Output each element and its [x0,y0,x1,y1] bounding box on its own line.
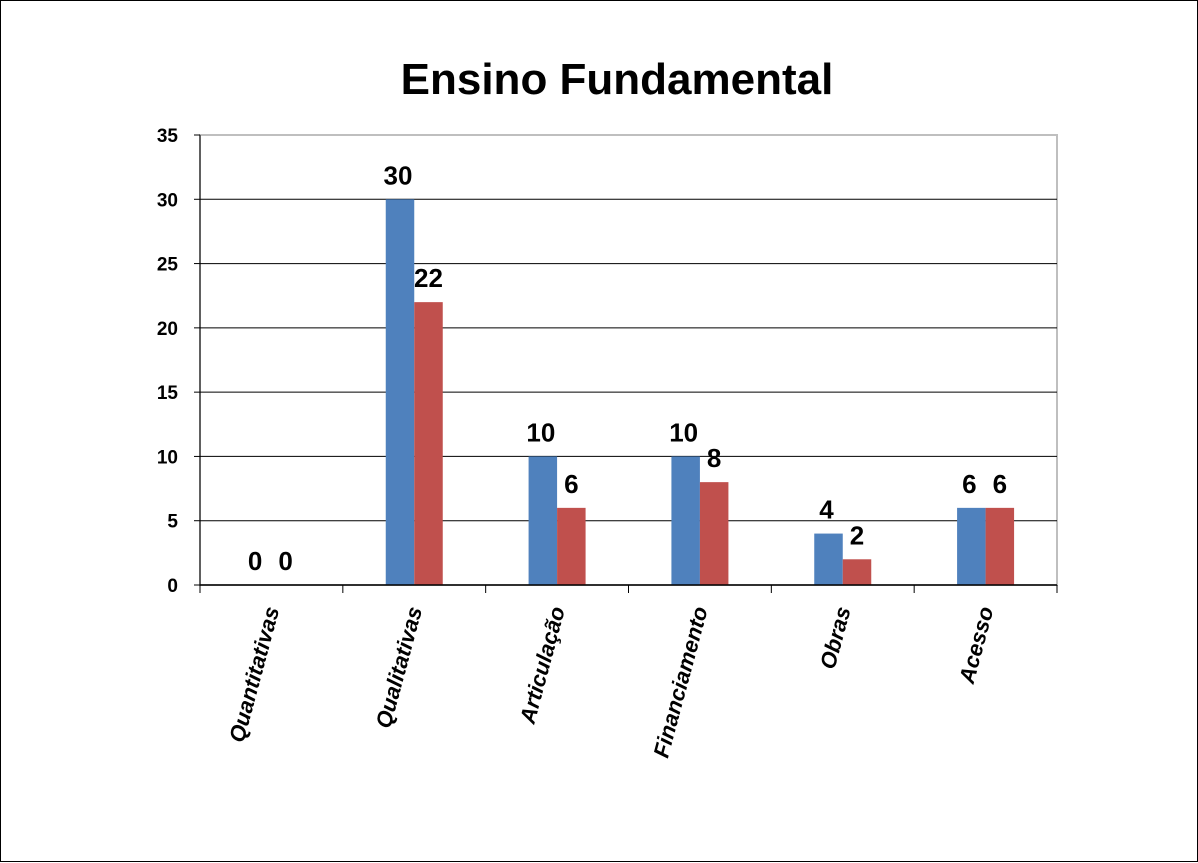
bar-series-1 [957,507,986,585]
data-label-series-2: 2 [850,520,864,550]
bars [385,199,1015,586]
x-tick-label: Quantitativas [224,604,284,745]
data-label-series-2: 22 [414,263,443,293]
bar-series-1 [385,199,415,586]
y-tick-label: 35 [157,126,179,147]
x-tick-label: Articulação [514,604,569,727]
x-tick-label: Financiamento [648,604,712,760]
x-tick-label: Obras [815,604,856,672]
data-label-series-1: 10 [669,417,698,447]
bar-series-1 [814,533,843,585]
plot-area-border [199,134,1058,586]
bar-series-1 [671,456,700,585]
data-label-series-1: 6 [962,469,976,499]
data-label-series-2: 6 [564,469,578,499]
gridlines [199,134,1058,586]
data-label-series-1: 30 [384,160,413,190]
data-label-series-1: 0 [248,546,262,576]
chart-title: Ensino Fundamental [401,55,834,104]
data-label-series-1: 4 [819,495,834,525]
data-label-series-2: 8 [707,443,721,473]
y-tick-label: 10 [157,447,178,468]
data-label-series-2: 0 [278,546,292,576]
x-tick-label: Acesso [954,604,999,687]
bar-series-2 [699,482,729,585]
x-tick-label: Qualitativas [371,604,427,731]
y-tick-label: 15 [157,383,179,404]
data-label-series-2: 6 [993,469,1007,499]
y-tick-label: 20 [157,319,178,340]
bar-series-2 [414,302,443,585]
bar-series-1 [528,456,558,585]
data-label-series-1: 10 [526,417,555,447]
y-tick-label: 25 [157,255,179,276]
bar-series-2 [842,559,872,585]
bar-series-2 [985,507,1015,585]
y-tick-label: 30 [157,190,178,211]
y-tick-label: 5 [167,512,178,533]
bar-series-2 [557,507,586,585]
y-tick-label: 0 [167,576,178,597]
